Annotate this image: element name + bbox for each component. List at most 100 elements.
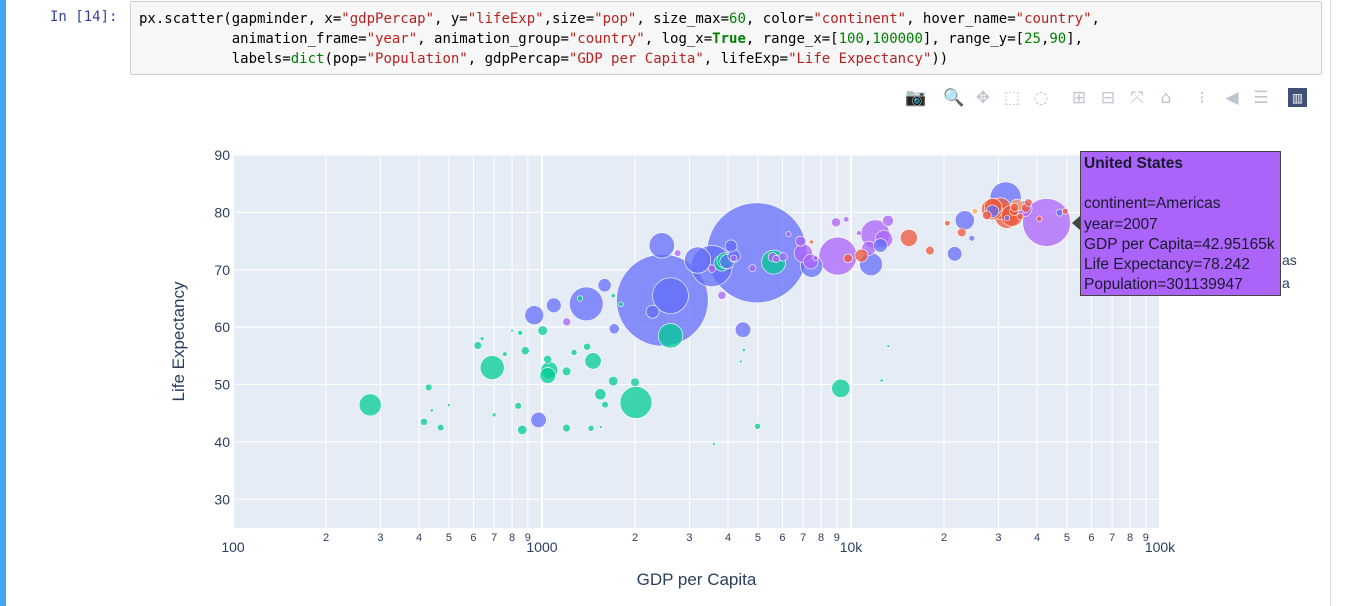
data-point[interactable] [648,232,675,259]
data-point[interactable] [619,386,653,419]
data-point[interactable] [425,383,433,392]
data-point[interactable] [584,352,602,370]
data-point[interactable] [479,336,485,341]
zoom-icon[interactable]: 🔍 [943,87,965,108]
code-input-area[interactable]: px.scatter(gapminder, x="gdpPercap", y="… [130,1,1322,75]
data-point[interactable] [524,305,545,326]
data-point[interactable] [597,278,612,293]
data-point[interactable] [539,367,557,384]
data-point[interactable] [608,323,620,335]
data-point[interactable] [772,255,781,263]
data-point[interactable] [657,323,684,349]
data-point[interactable] [795,235,807,247]
data-point[interactable] [594,388,607,401]
data-point[interactable] [724,239,738,253]
data-point[interactable] [1024,198,1033,207]
data-point[interactable] [925,245,935,256]
data-point[interactable] [947,246,963,262]
zoom-out-icon[interactable]: ⊟ [1100,87,1116,108]
data-point[interactable] [944,220,951,227]
data-point[interactable] [754,422,761,430]
data-point[interactable] [1055,208,1064,217]
data-point[interactable] [630,377,640,387]
data-point[interactable] [429,408,434,413]
data-point[interactable] [608,376,619,387]
data-point[interactable] [831,378,851,398]
data-point[interactable] [856,230,862,236]
data-point[interactable] [971,208,979,215]
data-point[interactable] [520,346,530,356]
box-select-icon[interactable]: ⬚ [1003,87,1021,108]
data-point[interactable] [491,412,497,418]
data-point[interactable] [610,293,616,299]
toggle-spikelines-icon[interactable]: ⁝ [1199,87,1205,108]
data-point[interactable] [684,246,712,274]
data-point[interactable] [854,248,869,263]
camera-icon[interactable]: 📷 [905,87,927,108]
data-point[interactable] [358,393,382,417]
data-point[interactable] [957,227,967,238]
data-point[interactable] [785,231,792,238]
data-point[interactable] [1036,215,1043,222]
data-point[interactable] [437,423,445,432]
legend-item-partial[interactable]: as [1282,252,1297,268]
data-point[interactable] [447,403,451,407]
data-point[interactable] [502,351,508,357]
data-point[interactable] [717,290,727,300]
data-point[interactable] [479,355,505,380]
data-point[interactable] [510,328,514,333]
autoscale-icon[interactable]: ⤧ [1130,87,1144,108]
data-point[interactable] [618,301,624,307]
data-point[interactable] [1010,202,1020,212]
data-point[interactable] [562,317,572,327]
data-point[interactable] [543,354,553,364]
data-point[interactable] [982,210,992,221]
data-point[interactable] [778,252,788,262]
data-point[interactable] [707,264,717,273]
data-point[interactable] [514,402,522,410]
data-point[interactable] [1061,207,1069,215]
data-point[interactable] [587,424,595,432]
home-icon[interactable]: ⌂ [1160,87,1172,108]
data-point[interactable] [712,442,716,447]
data-point[interactable] [812,255,819,262]
data-point[interactable] [843,216,850,223]
data-point[interactable] [599,425,603,429]
lasso-select-icon[interactable]: ◌ [1033,87,1049,108]
data-point[interactable] [954,210,975,231]
data-point[interactable] [473,341,483,350]
data-point[interactable] [583,342,592,351]
data-point[interactable] [517,424,528,435]
data-point[interactable] [674,249,682,257]
data-point[interactable] [882,214,894,227]
data-point[interactable] [900,229,918,247]
data-point[interactable] [831,217,842,228]
data-point[interactable] [517,330,524,336]
data-point[interactable] [652,277,689,314]
data-point[interactable] [420,417,428,426]
data-point[interactable] [569,286,604,322]
data-point[interactable] [562,423,571,433]
data-point[interactable] [748,264,757,273]
data-point[interactable] [645,304,660,319]
data-point[interactable] [734,321,752,338]
data-point[interactable] [1016,212,1024,220]
data-point[interactable] [570,349,578,356]
data-point[interactable] [530,411,547,429]
data-point[interactable] [873,238,888,253]
data-point[interactable] [968,234,976,242]
pan-icon[interactable]: ✥ [975,87,991,108]
data-point[interactable] [601,400,609,409]
data-point[interactable] [739,359,743,364]
data-point[interactable] [577,295,584,302]
data-point[interactable] [809,239,814,245]
data-point[interactable] [546,297,562,314]
hover-compare-icon[interactable]: ☰ [1253,87,1269,108]
data-point[interactable] [561,366,572,376]
data-point[interactable] [741,348,746,353]
data-point[interactable] [886,344,891,348]
data-point[interactable] [537,325,548,336]
zoom-in-icon[interactable]: ⊞ [1071,87,1087,108]
data-point[interactable] [1004,215,1011,222]
